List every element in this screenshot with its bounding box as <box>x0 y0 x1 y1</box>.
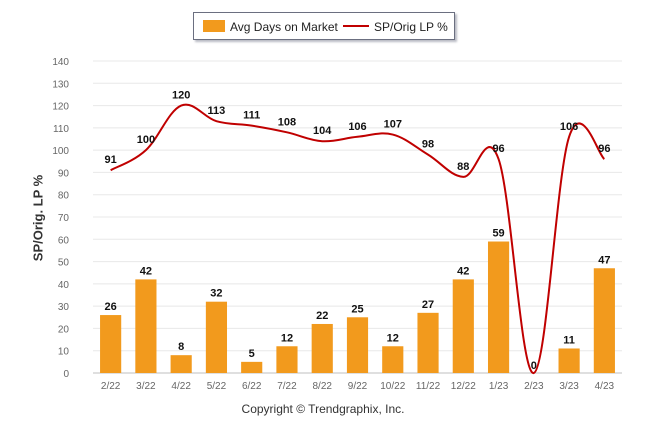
bar-value-label: 25 <box>351 303 363 315</box>
x-tick-label: 3/22 <box>136 381 156 392</box>
bar-value-label: 8 <box>178 341 184 353</box>
bar <box>487 241 510 373</box>
x-tick-label: 1/23 <box>489 381 509 392</box>
x-tick-label: 3/23 <box>559 381 579 392</box>
x-tick-label: 5/22 <box>207 381 227 392</box>
bar-value-label: 42 <box>457 265 469 277</box>
y-tick-label: 0 <box>63 369 69 380</box>
bar <box>346 317 369 373</box>
x-axis-ticks: 2/22 3/22 4/22 5/22 6/22 7/22 8/22 9/22 10/22 11/… <box>101 381 615 392</box>
bar-value-label: 26 <box>105 301 117 313</box>
y-tick-label: 90 <box>58 168 70 179</box>
legend: Avg Days on Market SP/Orig LP % <box>193 12 455 40</box>
line-series <box>110 103 606 375</box>
x-tick-label: 12/22 <box>451 381 476 392</box>
y-axis-title: SP/Orig. LP % <box>30 174 46 262</box>
bar <box>558 348 580 373</box>
y-tick-label: 70 <box>58 213 70 224</box>
line-value-label: 100 <box>137 134 155 146</box>
x-tick-label: 2/23 <box>524 381 544 392</box>
bar <box>100 315 122 373</box>
line-value-label: 106 <box>348 121 366 133</box>
bar-value-label: 32 <box>210 288 222 300</box>
bar-series <box>100 241 615 373</box>
legend-line-label: SP/Orig LP % <box>374 20 448 34</box>
line-value-label: 88 <box>457 161 469 173</box>
bar-value-label: 42 <box>140 265 152 277</box>
bar-value-label: 59 <box>492 228 504 240</box>
y-tick-label: 50 <box>58 258 70 269</box>
line-value-label: 96 <box>598 143 610 155</box>
line-value-label: 108 <box>278 116 296 128</box>
line-value-label: 96 <box>492 143 504 155</box>
y-tick-label: 130 <box>52 79 69 90</box>
y-axis-ticks: 0 10 20 30 40 50 60 70 80 90 100 110 120 130 140 <box>52 57 69 380</box>
bar-value-label: 11 <box>563 334 575 346</box>
y-tick-label: 100 <box>52 146 69 157</box>
bar-value-label: 27 <box>422 299 434 311</box>
bar <box>205 301 228 373</box>
bar-value-label: 5 <box>249 348 255 360</box>
line-value-label: 98 <box>422 139 434 151</box>
bar-value-label: 12 <box>387 332 399 344</box>
y-tick-label: 120 <box>52 102 69 113</box>
bar <box>276 346 298 373</box>
legend-line-swatch <box>343 25 369 27</box>
y-tick-label: 80 <box>58 191 70 202</box>
y-tick-label: 10 <box>58 347 70 358</box>
gridlines <box>93 60 622 374</box>
y-tick-label: 20 <box>58 324 70 335</box>
x-tick-label: 10/22 <box>380 381 405 392</box>
bar <box>417 312 439 373</box>
line-value-label: 111 <box>243 110 260 122</box>
legend-bar-swatch <box>203 20 225 32</box>
line-value-label: 104 <box>313 125 332 137</box>
legend-bar-label: Avg Days on Market <box>230 20 338 34</box>
bar <box>311 323 333 373</box>
bar <box>452 279 474 373</box>
y-tick-label: 110 <box>53 124 69 135</box>
bar-data-labels: 26 42 8 32 5 12 22 25 12 27 42 59 11 47 <box>105 228 611 360</box>
x-tick-label: 11/22 <box>416 381 441 392</box>
x-tick-label: 2/22 <box>101 381 121 392</box>
bar <box>593 268 615 373</box>
line-value-label: 113 <box>208 105 226 117</box>
bar-value-label: 12 <box>281 332 293 344</box>
x-tick-label: 9/22 <box>348 381 368 392</box>
bar <box>382 346 404 373</box>
x-tick-label: 4/22 <box>171 381 191 392</box>
line-value-label: 120 <box>172 90 190 102</box>
x-tick-label: 7/22 <box>277 381 297 392</box>
line-value-label: 0 <box>531 360 537 372</box>
line-value-label: 107 <box>384 119 402 131</box>
line-data-labels: 91 100 120 113 111 108 104 106 107 98 88 96 0 106 96 <box>105 90 611 372</box>
bar <box>135 279 157 373</box>
bar-value-label: 47 <box>598 254 610 266</box>
y-tick-label: 140 <box>52 57 69 68</box>
line-value-label: 91 <box>105 154 117 166</box>
x-tick-label: 4/23 <box>595 381 615 392</box>
bar <box>241 361 263 373</box>
x-tick-label: 6/22 <box>242 381 262 392</box>
y-tick-label: 30 <box>58 302 70 313</box>
y-tick-label: 60 <box>58 235 70 246</box>
y-tick-label: 40 <box>58 280 70 291</box>
x-tick-label: 8/22 <box>312 381 332 392</box>
bar-value-label: 22 <box>316 310 328 322</box>
line-value-label: 106 <box>560 121 578 133</box>
copyright-text: Copyright © Trendgraphix, Inc. <box>241 402 405 416</box>
bar <box>170 355 192 373</box>
